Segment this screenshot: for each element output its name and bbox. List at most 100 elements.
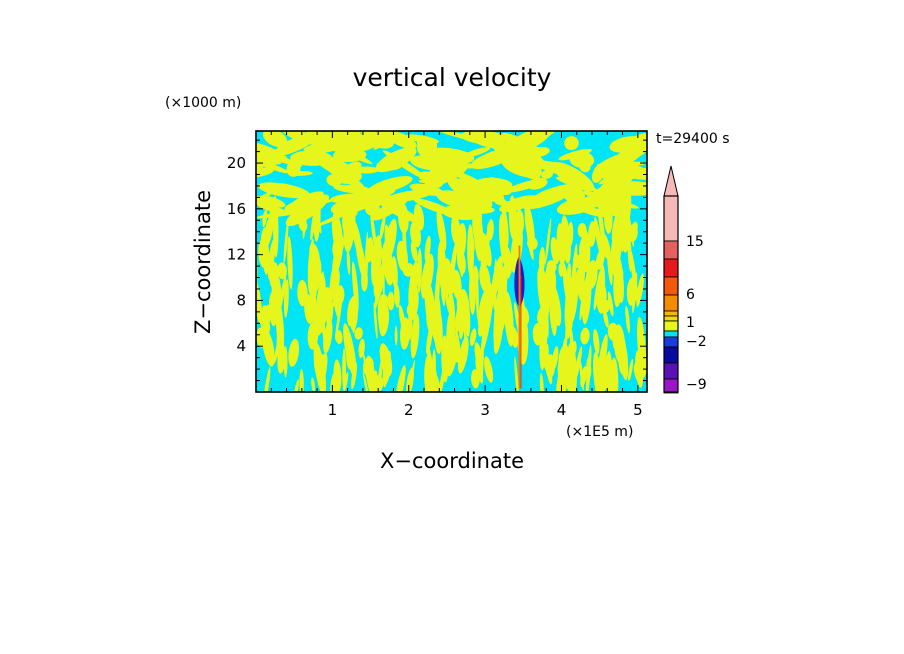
field-patch bbox=[365, 201, 380, 216]
field-patch bbox=[470, 147, 520, 169]
field-patch bbox=[522, 167, 541, 180]
field-patch bbox=[548, 268, 558, 322]
field-patch bbox=[473, 209, 484, 262]
velocity-field bbox=[256, 131, 647, 392]
field-patch bbox=[538, 246, 546, 275]
field-patch bbox=[256, 187, 279, 215]
field-patch bbox=[514, 145, 532, 160]
field-patch bbox=[311, 377, 316, 392]
field-patch bbox=[607, 291, 614, 317]
field-patch bbox=[440, 279, 446, 307]
field-patch bbox=[455, 292, 466, 332]
field-patch bbox=[599, 264, 606, 310]
field-patch bbox=[402, 263, 415, 277]
field-patch bbox=[469, 328, 477, 346]
field-patch bbox=[577, 223, 587, 238]
field-patch bbox=[293, 379, 300, 392]
field-patch bbox=[379, 294, 389, 309]
field-patch bbox=[594, 216, 603, 259]
field-patch bbox=[394, 325, 398, 346]
chart-title: vertical velocity bbox=[353, 63, 552, 92]
field-patch bbox=[475, 356, 484, 384]
field-patch bbox=[436, 191, 479, 206]
field-patch bbox=[271, 272, 282, 322]
field-patch bbox=[387, 291, 395, 311]
field-patch bbox=[342, 348, 346, 392]
field-patch bbox=[603, 309, 609, 328]
field-patch bbox=[620, 200, 630, 253]
field-patch bbox=[545, 277, 550, 321]
field-patch bbox=[444, 280, 455, 295]
field-patch bbox=[391, 256, 398, 289]
field-patch bbox=[505, 178, 547, 193]
colorbar-tick-label: 1 bbox=[686, 315, 695, 331]
field-patch bbox=[627, 224, 638, 242]
field-patch bbox=[543, 351, 551, 372]
field-patch bbox=[318, 352, 328, 387]
field-patch bbox=[316, 212, 322, 234]
field-patch bbox=[262, 209, 268, 228]
field-patch bbox=[504, 291, 514, 347]
colorbar-level bbox=[663, 276, 679, 296]
field-patch bbox=[379, 215, 386, 241]
field-patch bbox=[413, 198, 457, 217]
field-patch bbox=[485, 223, 491, 252]
field-patch bbox=[351, 261, 359, 313]
field-patch bbox=[567, 221, 574, 247]
field-patch bbox=[288, 338, 300, 367]
field-patch bbox=[330, 372, 338, 392]
field-patch bbox=[428, 279, 439, 333]
field-patch bbox=[260, 227, 268, 258]
field-patch bbox=[276, 335, 282, 374]
field-patch bbox=[567, 263, 572, 281]
field-patch bbox=[467, 132, 506, 149]
field-patch bbox=[299, 368, 304, 392]
field-patch bbox=[579, 246, 586, 292]
colorbar-level bbox=[663, 315, 679, 322]
field-patch bbox=[514, 356, 519, 392]
field-patch bbox=[479, 264, 491, 293]
field-patch bbox=[256, 167, 274, 178]
field-patch bbox=[332, 281, 338, 307]
field-patch bbox=[437, 241, 447, 294]
field-patch bbox=[607, 322, 620, 342]
field-patch bbox=[473, 265, 479, 281]
colorbar-level bbox=[663, 336, 679, 348]
field-patch bbox=[489, 177, 513, 192]
time-label: t=29400 s bbox=[656, 131, 730, 147]
field-patch bbox=[579, 360, 584, 391]
field-patch bbox=[564, 136, 579, 151]
x-unit-label: (×1E5 m) bbox=[566, 424, 633, 440]
field-patch bbox=[558, 148, 592, 161]
field-patch bbox=[377, 353, 384, 392]
field-patch bbox=[444, 258, 453, 286]
field-patch bbox=[539, 372, 544, 392]
field-patch bbox=[307, 238, 314, 280]
y-ticks: 4 8 12 16 20 bbox=[227, 139, 647, 382]
y-tick-label: 16 bbox=[227, 200, 246, 218]
y-axis-label: Z−coordinate bbox=[191, 190, 215, 334]
field-patch bbox=[342, 212, 355, 242]
field-patch bbox=[611, 185, 647, 192]
colorbar-tick-label: −9 bbox=[686, 377, 707, 393]
field-patch bbox=[306, 297, 316, 316]
field-patch bbox=[406, 302, 416, 318]
colorbar-level bbox=[663, 310, 679, 317]
field-patch bbox=[636, 316, 647, 373]
field-patch bbox=[563, 221, 570, 258]
field-patch bbox=[334, 329, 343, 344]
colorbar-level bbox=[663, 195, 679, 242]
field-patch bbox=[446, 308, 456, 355]
field-patch bbox=[395, 365, 406, 392]
field-patch bbox=[361, 269, 368, 292]
colorbar-tick-label: −2 bbox=[686, 334, 707, 350]
x-ticks: 1 2 3 4 5 bbox=[270, 131, 643, 419]
field-patch bbox=[519, 305, 530, 326]
y-tick-label: 20 bbox=[227, 154, 246, 172]
field-patch bbox=[477, 203, 488, 212]
field-patch bbox=[611, 137, 647, 166]
field-patch bbox=[417, 187, 433, 194]
field-patch bbox=[382, 351, 391, 383]
field-patch bbox=[288, 191, 324, 210]
